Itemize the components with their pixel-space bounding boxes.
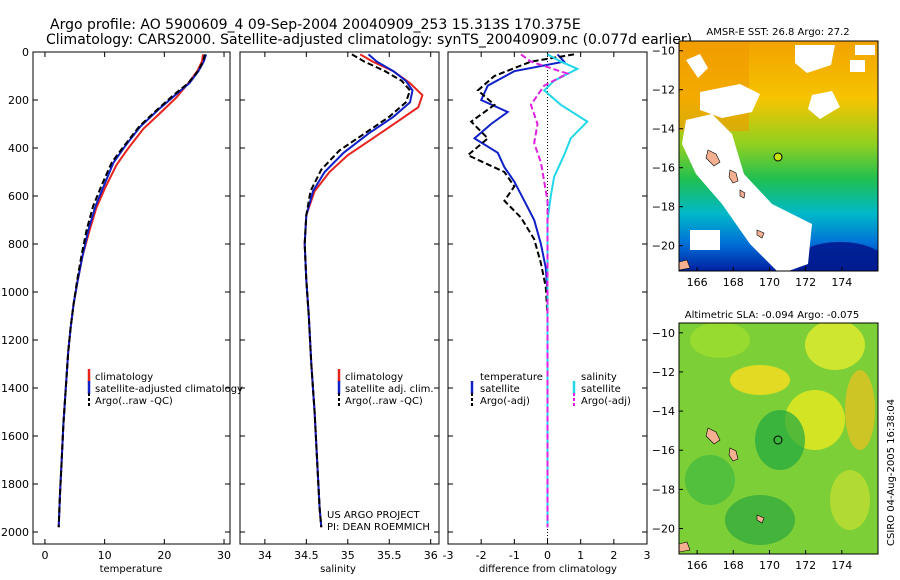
- map-y-tick-label: −16: [652, 162, 675, 175]
- map-x-tick-label: 170: [759, 559, 780, 572]
- x-tick-label: 0: [544, 549, 551, 562]
- map-y-tick-label: −20: [652, 523, 675, 536]
- x-tick-label: 34: [258, 549, 272, 562]
- legend-satellite-adj: satellite adj. clim.: [345, 384, 434, 395]
- sst-argo-marker: [773, 152, 783, 162]
- x-tick-label: 34.5: [294, 549, 319, 562]
- x-tick-label: 20: [157, 549, 171, 562]
- map-y-tick-label: −10: [652, 45, 675, 58]
- legend-argo: Argo(..raw -QC): [345, 396, 423, 407]
- map-x-tick-label: 166: [687, 276, 708, 289]
- y-tick-label: 1600: [1, 430, 29, 443]
- y-tick-label: 1800: [1, 478, 29, 491]
- sst-map-axes: 166 168 170 172 174 −10 −12 −14 −16 −18 −20: [652, 45, 853, 289]
- y-tick-label: 600: [8, 190, 29, 203]
- series-line: [303, 53, 414, 528]
- legend-climatology: climatology: [345, 372, 403, 383]
- footer-stamp: CSIRO 04-Aug-2005 16:38:04: [886, 399, 897, 546]
- y-tick-label: 1000: [1, 286, 29, 299]
- title-line-2: Climatology: CARS2000. Satellite-adjuste…: [46, 32, 692, 48]
- temperature-xlabel: temperature: [100, 564, 163, 575]
- x-tick-label: 35: [341, 549, 355, 562]
- salinity-xlabel: salinity: [320, 564, 356, 575]
- x-tick-label: 10: [98, 549, 112, 562]
- x-tick-label: 1: [577, 549, 584, 562]
- x-tick-label: -2: [476, 549, 487, 562]
- series-line: [542, 53, 589, 528]
- map-x-tick-label: 172: [795, 559, 816, 572]
- y-tick-label: 200: [8, 94, 29, 107]
- credit-project: US ARGO PROJECT: [327, 510, 421, 521]
- map-y-tick-label: −18: [652, 201, 675, 214]
- map-y-tick-label: −14: [652, 123, 675, 136]
- y-tick-label: 1400: [1, 382, 29, 395]
- credit-pi: PI: DEAN ROEMMICH: [327, 522, 430, 533]
- difference-legend: temperature satellite Argo(-adj) salinit…: [470, 372, 631, 407]
- map-x-tick-label: 174: [831, 276, 852, 289]
- sla-map: [679, 323, 878, 554]
- x-tick-label: 35.5: [377, 549, 402, 562]
- legend-salinity: salinity: [581, 372, 617, 383]
- map-y-tick-label: −16: [652, 444, 675, 457]
- map-y-tick-label: −18: [652, 483, 675, 496]
- legend-sal-argo: Argo(-adj): [581, 396, 631, 407]
- x-tick-label: -1: [509, 549, 520, 562]
- temperature-panel-frame: [32, 51, 231, 545]
- y-tick-label: 2000: [1, 526, 29, 539]
- legend-sal-satellite: satellite: [581, 384, 621, 395]
- x-tick-label: 36: [424, 549, 438, 562]
- x-tick-label: 0: [41, 549, 48, 562]
- map-y-tick-label: −12: [652, 84, 675, 97]
- y-tick-label: 1200: [1, 334, 29, 347]
- x-tick-label: 2: [610, 549, 617, 562]
- series-line: [520, 53, 570, 528]
- series-line: [57, 54, 205, 528]
- map-x-tick-label: 172: [795, 276, 816, 289]
- map-x-tick-label: 168: [723, 559, 744, 572]
- sla-argo-marker: [773, 435, 783, 445]
- x-tick-label: 3: [644, 549, 651, 562]
- y-tick-label: 800: [8, 238, 29, 251]
- salinity-plot: 34 34.5 35 35.5 36: [240, 51, 439, 562]
- series-line: [303, 53, 412, 528]
- series-line: [472, 53, 567, 528]
- title-line-1: Argo profile: AO 5900609_4 09-Sep-2004 2…: [50, 17, 581, 33]
- map-x-tick-label: 168: [723, 276, 744, 289]
- legend-argo: Argo(..raw -QC): [95, 396, 173, 407]
- legend-climatology: climatology: [95, 372, 153, 383]
- x-tick-label: 30: [217, 549, 231, 562]
- series-line: [57, 54, 208, 528]
- map-x-tick-label: 170: [759, 276, 780, 289]
- map-y-tick-label: −20: [652, 240, 675, 253]
- map-y-tick-label: −12: [652, 366, 675, 379]
- temperature-legend: climatology satellite-adjusted climatolo…: [87, 369, 243, 407]
- map-y-tick-label: −14: [652, 405, 675, 418]
- x-tick-label: -3: [443, 549, 454, 562]
- map-x-tick-label: 166: [687, 559, 708, 572]
- temperature-plot: 0 10 20 30 0 200 400 600 800 1000 1200 1400 1600 1800…: [1, 46, 231, 562]
- sla-map-title: Altimetric SLA: -0.094 Argo: -0.075: [685, 310, 860, 321]
- series-line: [466, 53, 575, 528]
- sst-map: [679, 41, 878, 271]
- map-y-tick-label: −10: [652, 327, 675, 340]
- difference-xlabel: difference from climatology: [479, 564, 617, 575]
- legend-temp-argo: Argo(-adj): [480, 396, 530, 407]
- sla-map-axes: 166 168 170 172 174 −10 −12 −14 −16 −18 −20: [652, 327, 853, 572]
- y-tick-label: 0: [22, 46, 29, 59]
- y-tick-label: 400: [8, 142, 29, 155]
- series-line: [57, 54, 206, 528]
- salinity-panel-frame: [239, 51, 440, 545]
- legend-temp-satellite: satellite: [480, 384, 520, 395]
- salinity-legend: climatology satellite adj. clim. Argo(..…: [337, 369, 434, 407]
- series-line: [303, 53, 424, 528]
- map-x-tick-label: 174: [831, 559, 852, 572]
- difference-plot: -3 -2 -1 0 1 2 3: [443, 51, 651, 562]
- legend-satellite-adjusted: satellite-adjusted climatology: [95, 384, 243, 395]
- sst-map-title: AMSR-E SST: 26.8 Argo: 27.2: [706, 27, 849, 38]
- legend-temperature: temperature: [480, 372, 543, 383]
